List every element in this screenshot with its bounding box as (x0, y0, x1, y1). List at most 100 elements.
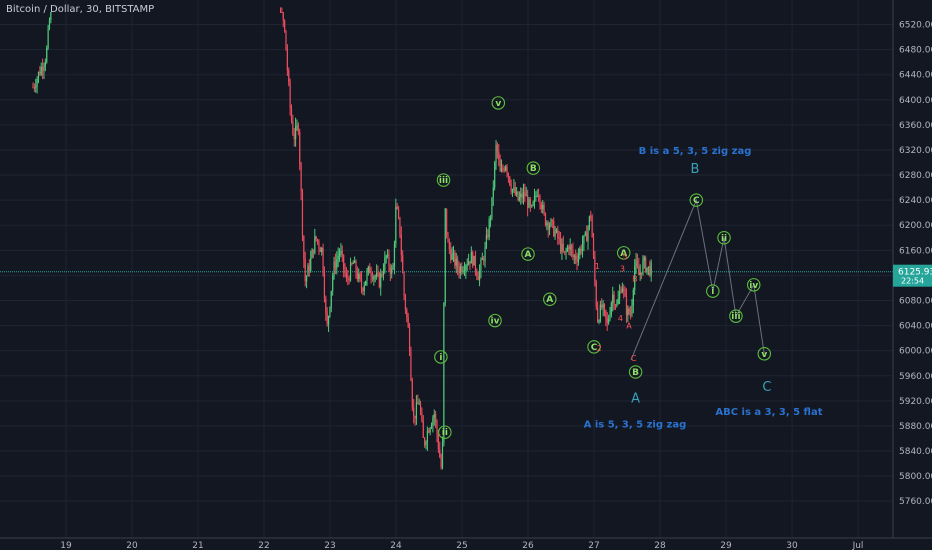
price-tick-label: 5960.00 (899, 372, 932, 382)
candle-body (554, 231, 556, 237)
candle-body (513, 187, 515, 190)
candle-body (318, 241, 320, 249)
candle-body (300, 164, 302, 192)
last-price-value: 6125.93 (898, 268, 932, 278)
candle-body (646, 267, 648, 272)
candle-body (411, 380, 413, 408)
candle-body (518, 197, 520, 201)
candle-body (572, 249, 574, 257)
candle-body (444, 208, 446, 304)
candle-body (492, 187, 494, 198)
price-tick-label: 6360.00 (899, 121, 932, 131)
candle-body (635, 260, 637, 267)
candles (32, 7, 652, 470)
candle-body (421, 412, 423, 422)
price-tick-label: 5840.00 (899, 447, 932, 457)
candle-body (435, 413, 437, 422)
candle-body (344, 268, 346, 274)
price-tick-label: 6040.00 (899, 322, 932, 332)
time-axis[interactable]: 19 20 21 22 23 24 25 26 27 28 29 30 Jul (0, 537, 932, 550)
time-tick-label: Jul (852, 541, 864, 550)
candle-body (349, 263, 352, 281)
candle-body (636, 260, 639, 267)
candle-body (598, 321, 600, 323)
candle-body (566, 247, 569, 251)
candle-body (559, 238, 562, 252)
candle-body (642, 260, 644, 275)
candle-body (279, 12, 282, 13)
candle-body (393, 243, 396, 267)
last-price-badge (893, 264, 932, 287)
candle-body (299, 132, 301, 165)
price-tick-label: 6440.00 (899, 71, 932, 81)
candle-body (562, 243, 564, 252)
candle-body (506, 166, 508, 174)
candle-body (605, 310, 607, 319)
candle-body (535, 195, 537, 197)
candle-body (297, 125, 299, 133)
candle-body (369, 266, 371, 274)
candle-body (325, 298, 327, 313)
wave-label-major: A (631, 391, 640, 406)
candle-body (332, 275, 334, 291)
candle-body (457, 258, 459, 269)
candle-body (551, 219, 553, 222)
candle-body (440, 457, 442, 468)
candle-body (543, 204, 545, 214)
candle-body (573, 255, 575, 257)
candle-body (580, 248, 582, 252)
candle-body (374, 276, 376, 278)
wave-label-red: 3 (620, 265, 625, 274)
candle-body (315, 236, 317, 240)
candle-body (351, 263, 353, 265)
price-tick-label: 5800.00 (899, 472, 932, 482)
candle-body (507, 173, 509, 177)
candle-body (32, 87, 34, 89)
candle-body (446, 208, 448, 235)
price-tick-label: 5880.00 (899, 422, 932, 432)
candle-body (301, 191, 304, 236)
time-axis-bg (0, 538, 932, 550)
price-tick-label: 6400.00 (899, 96, 932, 106)
price-tick-label: 6160.00 (899, 246, 932, 256)
candle-body (382, 271, 385, 275)
candle-body (542, 204, 544, 210)
wave-label-green: i (439, 353, 442, 363)
candle-body (406, 309, 408, 318)
candle-body (40, 66, 42, 75)
price-axis[interactable]: 5760.00 5800.00 5840.00 5880.00 5920.00 5960.… (892, 0, 932, 550)
price-tick-label: 6080.00 (899, 296, 932, 306)
wave-label-circle (438, 425, 452, 439)
candle-body (293, 134, 295, 140)
candle-body (520, 193, 522, 198)
candle-body (617, 298, 619, 304)
candle-body (557, 229, 559, 238)
candle-body (487, 235, 489, 237)
candle-body (575, 255, 577, 260)
candle-body (603, 304, 606, 311)
candle-body (564, 251, 566, 253)
candle-body (599, 304, 601, 322)
candle-body (544, 213, 547, 226)
candle-body (579, 248, 581, 256)
wave-label-circle (706, 284, 720, 298)
candle-body (310, 258, 312, 271)
candle-body (601, 304, 603, 308)
candle-body (488, 219, 490, 237)
time-tick-label: 24 (390, 541, 402, 550)
candle-body (367, 266, 369, 273)
candle-body (532, 201, 534, 206)
wave-label-major: C (762, 380, 771, 395)
candle-body (647, 266, 650, 268)
candle-body (448, 242, 450, 250)
candle-body (517, 191, 519, 201)
candle-body (634, 266, 636, 290)
candle-body (384, 257, 386, 272)
wave-label-green: iii (731, 312, 740, 322)
candle-body (474, 255, 477, 271)
candle-body (311, 249, 313, 259)
candle-body (288, 70, 290, 83)
candle-body (503, 169, 505, 171)
